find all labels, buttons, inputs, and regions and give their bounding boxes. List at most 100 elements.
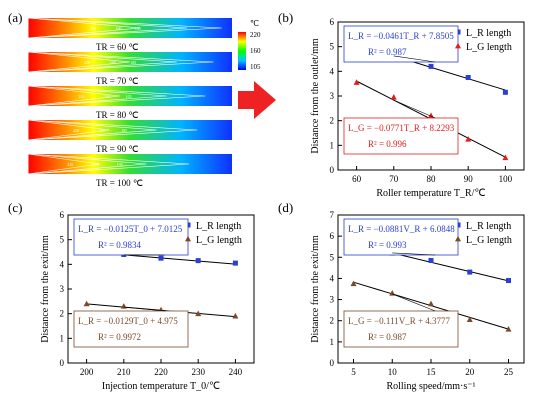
- y-tick-label: 6: [330, 231, 335, 241]
- chart-panel-c: 200 210 220 230 240 0 1 2 3 4 5 6 Injection temperat…: [40, 210, 255, 392]
- colorbar-gradient: [238, 32, 246, 70]
- colorbar-tick: 105: [250, 63, 261, 71]
- x-tick-label: 15: [427, 367, 437, 377]
- contour-strip: 220 160 105 TR = 90 ℃: [27, 119, 232, 154]
- x-tick-label: 90: [464, 174, 474, 184]
- fit-equation: L_R = −0.0881V_R + 6.0848: [348, 224, 455, 234]
- colorbar-unit: ℃: [250, 19, 259, 28]
- data-point: [428, 63, 434, 69]
- y-tick-label: 2: [60, 309, 65, 319]
- chart-panel-d: 5 10 15 20 25 0 1 2 3 4 5 6 7 Rolling speed/mm·s⁻¹ Dis…: [310, 210, 525, 392]
- callout-line: [392, 252, 436, 256]
- x-tick-label: 10: [388, 367, 398, 377]
- panel-label-d: (d): [278, 200, 293, 215]
- y-tick-label: 4: [330, 273, 335, 283]
- isotherm-label: 160: [93, 162, 99, 167]
- legend-label: L_G length: [196, 235, 242, 246]
- y-tick-label: 7: [330, 210, 335, 220]
- strip-field: [28, 18, 232, 38]
- equation-box: [343, 310, 459, 348]
- data-point: [465, 135, 472, 142]
- y-tick-label: 0: [330, 358, 335, 368]
- data-point: [232, 260, 238, 266]
- data-point: [232, 312, 239, 319]
- isotherm-line: [27, 51, 214, 73]
- contour-strip: 220 160 105 TR = 60 ℃: [27, 17, 232, 52]
- contour-strip: 220 160 105 TR = 100 ℃: [27, 153, 232, 188]
- chart-panel-b: 60 70 80 90 100 0 1 2 3 4 5 6 Roller temperature T_R…: [310, 17, 525, 199]
- equation-box: [73, 310, 189, 348]
- isotherm-label: 220: [67, 162, 73, 167]
- fit-r-squared: R² = 0.993: [368, 240, 407, 250]
- isotherm-line: [27, 153, 190, 175]
- y-tick-label: 1: [330, 140, 335, 150]
- equation-box: [343, 117, 459, 155]
- fit-equation: L_R = −0.0125T_0 + 7.0125: [78, 224, 183, 234]
- isotherm-label: 160: [99, 128, 105, 133]
- isotherm-label: 105: [126, 94, 132, 99]
- data-point: [506, 278, 511, 284]
- fit-equation: L_R = −0.0129T_0 + 4.975: [78, 316, 178, 326]
- callout-line: [393, 55, 436, 63]
- y-tick-label: 5: [60, 235, 65, 245]
- isotherm-label: 105: [135, 26, 141, 31]
- x-tick-label: 230: [191, 367, 205, 377]
- isotherm-line: [27, 85, 206, 107]
- legend-marker: [455, 235, 461, 242]
- strip-condition-label: TR = 60 ℃: [96, 42, 138, 52]
- legend-label: L_R length: [466, 221, 511, 232]
- data-point: [428, 257, 434, 263]
- data-point: [505, 325, 512, 332]
- data-point: [467, 269, 473, 275]
- red-arrow: [238, 81, 276, 119]
- legend-label: L_R length: [466, 28, 511, 39]
- colorbar-tick: 220: [250, 31, 261, 39]
- y-tick-label: 5: [330, 42, 335, 52]
- isotherm-label: 160: [110, 60, 116, 65]
- contour-strip: 220 160 105 TR = 80 ℃: [27, 85, 232, 120]
- x-tick-label: 80: [427, 174, 437, 184]
- panel-label-c: (c): [8, 200, 22, 215]
- legend-label: L_G length: [466, 235, 512, 246]
- data-point: [465, 75, 471, 80]
- isotherm-label: 220: [90, 26, 96, 31]
- y-tick-label: 2: [330, 316, 335, 326]
- data-point: [502, 154, 509, 161]
- panel-label-b: (b): [278, 10, 293, 25]
- y-tick-label: 6: [330, 17, 335, 27]
- isotherm-label: 220: [84, 60, 90, 65]
- isotherm-label: 105: [130, 60, 136, 65]
- fit-equation: L_G = −0.0771T_R + 8.2293: [348, 123, 455, 133]
- equation-box: [343, 218, 459, 256]
- isotherm-line: [27, 17, 222, 39]
- callout-line: [392, 293, 436, 312]
- y-axis-label: Distance from the exit/mm: [40, 235, 51, 343]
- legend-marker: [455, 42, 461, 49]
- data-point: [195, 310, 202, 317]
- colorbar-tick: 160: [250, 47, 261, 55]
- fit-r-squared: R² = 0.987: [368, 47, 407, 57]
- y-tick-label: 3: [60, 284, 65, 294]
- fit-r-squared: R² = 0.996: [368, 139, 407, 149]
- x-tick-label: 240: [229, 367, 243, 377]
- data-point: [83, 300, 90, 307]
- y-axis-label: Distance from the outlet/mm: [310, 38, 321, 153]
- y-tick-label: 5: [330, 252, 335, 262]
- y-tick-label: 1: [330, 337, 335, 347]
- panel-label-a: (a): [8, 10, 22, 25]
- data-point: [195, 258, 201, 264]
- strip-field: [28, 154, 232, 174]
- colorbar: ℃ 220 160 105: [238, 19, 261, 71]
- data-point: [466, 316, 473, 323]
- strip-condition-label: TR = 80 ℃: [96, 110, 138, 120]
- strip-condition-label: TR = 90 ℃: [96, 144, 138, 154]
- y-tick-label: 2: [330, 116, 335, 126]
- x-tick-label: 25: [504, 367, 514, 377]
- contour-panel-a: ℃ 220 160 105 220 160 105 TR = 60 ℃ 220 160 10…: [27, 17, 261, 188]
- data-point: [428, 300, 434, 307]
- data-point: [390, 94, 397, 100]
- y-tick-label: 3: [330, 295, 335, 305]
- isotherm-label: 220: [78, 94, 84, 99]
- legend-label: L_G length: [466, 42, 512, 53]
